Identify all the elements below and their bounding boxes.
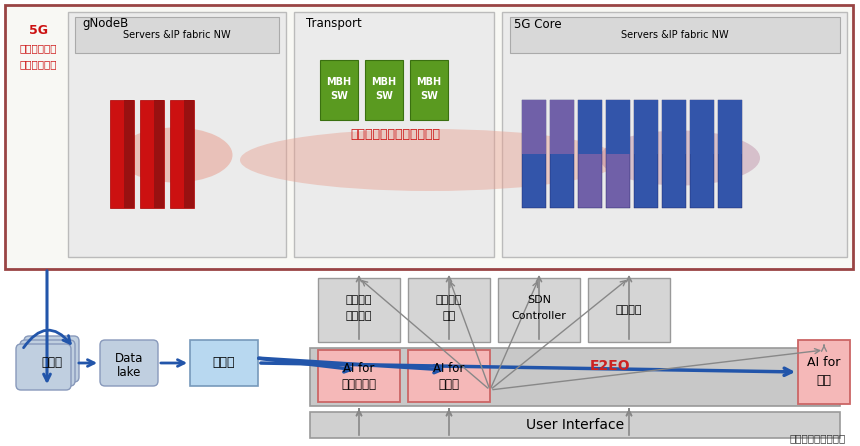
Bar <box>578 100 602 208</box>
Text: AI for: AI for <box>808 355 841 368</box>
Bar <box>408 350 490 402</box>
Bar <box>410 60 448 120</box>
Text: 5G: 5G <box>28 24 47 37</box>
Bar <box>320 60 358 120</box>
Bar <box>170 100 194 208</box>
Text: 学習器: 学習器 <box>212 356 236 369</box>
Text: SW: SW <box>420 91 438 101</box>
Text: MBH: MBH <box>372 77 396 87</box>
Bar <box>365 60 403 120</box>
Bar <box>68 12 286 257</box>
Bar <box>606 100 630 154</box>
FancyBboxPatch shape <box>16 344 71 390</box>
Text: コンテナ: コンテナ <box>346 295 372 305</box>
FancyBboxPatch shape <box>100 340 158 386</box>
Text: スライシング: スライシング <box>19 59 57 69</box>
Text: 主要因特定: 主要因特定 <box>341 377 377 391</box>
Bar <box>578 100 602 154</box>
Bar <box>718 100 742 154</box>
Text: 機能: 機能 <box>442 311 456 321</box>
Bar <box>510 17 840 53</box>
Bar <box>798 340 850 404</box>
Text: Transport: Transport <box>306 17 362 30</box>
Text: lake: lake <box>117 366 141 379</box>
Text: AI for: AI for <box>433 362 464 375</box>
Text: MBH: MBH <box>416 77 441 87</box>
Bar <box>718 100 742 208</box>
Text: SW: SW <box>330 91 348 101</box>
Bar <box>140 100 164 208</box>
Text: E2EO: E2EO <box>590 359 630 373</box>
Text: SW: SW <box>375 91 393 101</box>
Bar <box>318 350 400 402</box>
Bar <box>502 12 847 257</box>
Bar <box>662 100 686 208</box>
Text: 構成管理: 構成管理 <box>436 295 463 305</box>
Text: ネットワーク: ネットワーク <box>19 43 57 53</box>
Bar <box>184 100 194 208</box>
Text: Servers &IP fabric NW: Servers &IP fabric NW <box>621 30 728 40</box>
Bar <box>690 100 714 154</box>
Ellipse shape <box>118 128 232 182</box>
FancyArrowPatch shape <box>23 330 71 348</box>
Bar <box>408 278 490 342</box>
Bar <box>75 17 279 53</box>
Bar <box>550 100 574 154</box>
Text: MBH: MBH <box>327 77 352 87</box>
Bar <box>522 100 546 208</box>
Bar <box>498 278 580 342</box>
Bar <box>155 100 164 208</box>
Bar <box>634 100 658 208</box>
Bar <box>550 100 574 208</box>
Bar <box>522 100 546 154</box>
Text: 管理機能: 管理機能 <box>346 311 372 321</box>
FancyBboxPatch shape <box>20 340 75 386</box>
Text: AI for: AI for <box>343 362 375 375</box>
Bar <box>588 278 670 342</box>
Text: 最適化: 最適化 <box>439 377 459 391</box>
Bar <box>310 348 840 406</box>
Bar <box>190 340 258 386</box>
Text: 監視機能: 監視機能 <box>616 305 642 315</box>
Bar <box>606 100 630 208</box>
Bar <box>690 100 714 208</box>
Text: Data: Data <box>115 351 143 364</box>
Text: User Interface: User Interface <box>526 418 624 432</box>
Text: 学習器: 学習器 <box>41 356 62 369</box>
Bar <box>662 100 686 154</box>
Text: Servers &IP fabric NW: Servers &IP fabric NW <box>123 30 230 40</box>
Text: ネットワークスライシング: ネットワークスライシング <box>350 128 440 141</box>
Text: gNodeB: gNodeB <box>82 17 128 30</box>
Text: Controller: Controller <box>512 311 567 321</box>
Bar <box>294 12 494 257</box>
Bar <box>318 278 400 342</box>
Bar <box>5 5 853 269</box>
Text: 予測: 予測 <box>816 373 832 387</box>
Bar <box>125 100 134 208</box>
Bar <box>110 100 134 208</box>
FancyBboxPatch shape <box>24 336 79 382</box>
Text: 5G Core: 5G Core <box>514 17 562 30</box>
Ellipse shape <box>240 129 620 191</box>
Bar <box>634 100 658 154</box>
Text: 出典：楽天モバイル: 出典：楽天モバイル <box>789 433 846 443</box>
Ellipse shape <box>600 131 760 186</box>
Bar <box>310 412 840 438</box>
Text: SDN: SDN <box>527 295 551 305</box>
